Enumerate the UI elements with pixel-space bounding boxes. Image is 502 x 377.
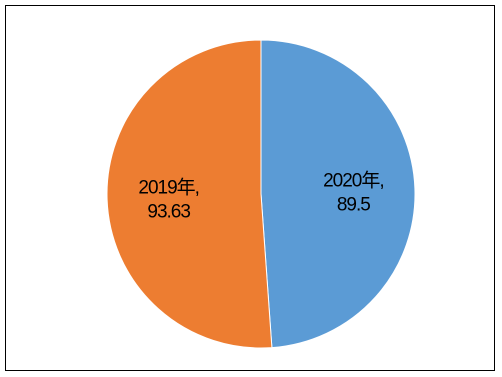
pie-labels: 2020年, 89.5 2019年, 93.63 xyxy=(138,170,384,223)
pie-slice-0 xyxy=(260,39,416,349)
slice-label-1: 2019年, 93.63 xyxy=(138,176,199,222)
slice-label-0: 2020年, 89.5 xyxy=(323,170,384,216)
slice-label-category: 2019年, xyxy=(138,176,199,198)
slice-label-value: 93.63 xyxy=(147,201,190,222)
pie-slices xyxy=(106,39,416,349)
pie-slice-1 xyxy=(106,39,273,349)
slice-label-category: 2020年, xyxy=(323,170,384,192)
slice-label-value: 89.5 xyxy=(337,195,370,216)
